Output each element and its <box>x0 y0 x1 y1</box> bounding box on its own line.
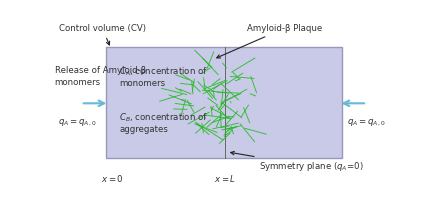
Text: Amyloid-β Plaque: Amyloid-β Plaque <box>217 24 322 58</box>
Text: Control volume (CV): Control volume (CV) <box>59 24 146 45</box>
Text: $q_A= q_{A,0}$: $q_A= q_{A,0}$ <box>58 117 97 128</box>
Text: $C_A$, concentration of
monomers: $C_A$, concentration of monomers <box>119 66 208 88</box>
Text: Release of Amyloid-β
monomers: Release of Amyloid-β monomers <box>55 66 146 87</box>
Text: $x = 0$: $x = 0$ <box>101 173 124 184</box>
Bar <box>106 47 342 158</box>
Text: $C_B$, concentration of
aggregates: $C_B$, concentration of aggregates <box>119 111 208 134</box>
Text: Symmetry plane ($q_A$=0): Symmetry plane ($q_A$=0) <box>231 151 363 173</box>
Text: $x = L$: $x = L$ <box>214 173 236 184</box>
Text: $q_A= q_{A,0}$: $q_A= q_{A,0}$ <box>347 117 385 128</box>
